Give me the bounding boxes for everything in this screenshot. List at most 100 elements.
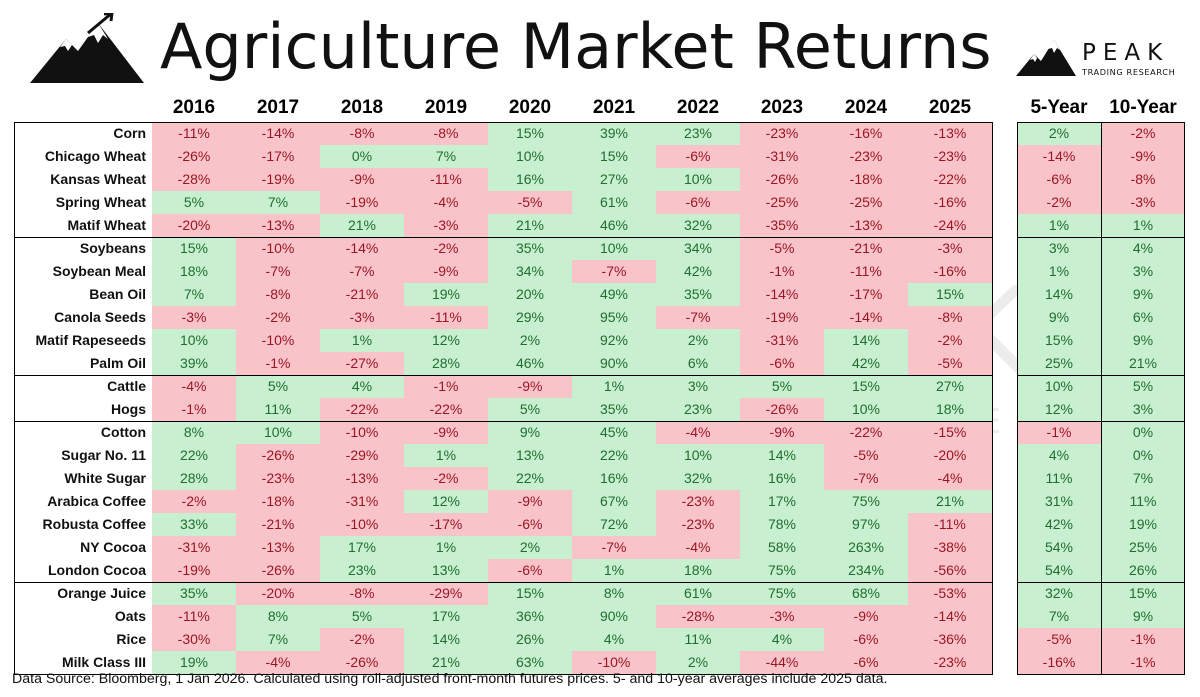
- row-label: Spring Wheat: [55, 194, 146, 210]
- return-cell: -14%: [320, 237, 404, 260]
- return-cell: 34%: [488, 260, 572, 283]
- return-cell: 12%: [404, 329, 488, 352]
- row-label: Rice: [116, 631, 146, 647]
- return-cell: 68%: [824, 582, 908, 605]
- return-cell: 4%: [320, 375, 404, 398]
- row-label: Palm Oil: [89, 355, 146, 371]
- row-label: Hogs: [111, 401, 146, 417]
- return-cell: 8%: [236, 605, 320, 628]
- return-cell: -8%: [908, 306, 992, 329]
- return-cell: -16%: [908, 260, 992, 283]
- average-cell: 1%: [1017, 260, 1101, 283]
- return-cell: -25%: [824, 191, 908, 214]
- return-cell: -9%: [488, 490, 572, 513]
- return-cell: -8%: [236, 283, 320, 306]
- return-cell: -44%: [740, 651, 824, 674]
- return-cell: 19%: [152, 651, 236, 674]
- return-cell: 46%: [572, 214, 656, 237]
- row-label: White Sugar: [64, 470, 146, 486]
- return-cell: -26%: [236, 444, 320, 467]
- column-header-2022: 2022: [676, 97, 720, 118]
- return-cell: -14%: [908, 605, 992, 628]
- column-header-2017: 2017: [256, 97, 300, 118]
- return-cell: -3%: [740, 605, 824, 628]
- return-cell: 5%: [740, 375, 824, 398]
- return-cell: 16%: [488, 168, 572, 191]
- return-cell: -11%: [404, 306, 488, 329]
- return-cell: 13%: [488, 444, 572, 467]
- return-cell: 39%: [152, 352, 236, 375]
- average-cell: -2%: [1101, 122, 1185, 145]
- return-cell: 1%: [320, 329, 404, 352]
- return-cell: -8%: [320, 582, 404, 605]
- average-cell: 54%: [1017, 536, 1101, 559]
- average-cell: -1%: [1101, 651, 1185, 674]
- return-cell: -9%: [824, 605, 908, 628]
- return-cell: 11%: [656, 628, 740, 651]
- return-cell: -3%: [908, 237, 992, 260]
- return-cell: 6%: [656, 352, 740, 375]
- average-cell: 9%: [1101, 283, 1185, 306]
- return-cell: -13%: [320, 467, 404, 490]
- return-cell: -19%: [740, 306, 824, 329]
- return-cell: 7%: [236, 628, 320, 651]
- column-header-2025: 2025: [928, 97, 972, 118]
- return-cell: -23%: [656, 490, 740, 513]
- return-cell: -2%: [404, 237, 488, 260]
- return-cell: 18%: [656, 559, 740, 582]
- average-cell: 11%: [1017, 467, 1101, 490]
- return-cell: 14%: [404, 628, 488, 651]
- return-cell: 8%: [572, 582, 656, 605]
- return-cell: 1%: [572, 375, 656, 398]
- return-cell: -1%: [404, 375, 488, 398]
- return-cell: -4%: [404, 191, 488, 214]
- return-cell: 78%: [740, 513, 824, 536]
- peak-logo-icon: [30, 13, 144, 83]
- column-header-2016: 2016: [172, 97, 216, 118]
- return-cell: -22%: [404, 398, 488, 421]
- return-cell: 22%: [488, 467, 572, 490]
- average-cell: 25%: [1017, 352, 1101, 375]
- average-cell: 7%: [1101, 467, 1185, 490]
- return-cell: -17%: [236, 145, 320, 168]
- return-cell: -19%: [236, 168, 320, 191]
- average-cell: 19%: [1101, 513, 1185, 536]
- return-cell: -19%: [152, 559, 236, 582]
- return-cell: -8%: [320, 122, 404, 145]
- average-cell: 15%: [1017, 329, 1101, 352]
- return-cell: 29%: [488, 306, 572, 329]
- column-header-2020: 2020: [508, 97, 552, 118]
- row-label: Corn: [113, 125, 146, 141]
- return-cell: -6%: [824, 628, 908, 651]
- row-label: Cotton: [100, 424, 146, 440]
- return-cell: -4%: [236, 651, 320, 674]
- average-cell: 3%: [1101, 398, 1185, 421]
- return-cell: 75%: [824, 490, 908, 513]
- return-cell: -28%: [656, 605, 740, 628]
- return-cell: -35%: [740, 214, 824, 237]
- return-cell: 42%: [824, 352, 908, 375]
- return-cell: -2%: [908, 329, 992, 352]
- return-cell: -3%: [152, 306, 236, 329]
- return-cell: -18%: [236, 490, 320, 513]
- average-cell: 4%: [1101, 237, 1185, 260]
- group-divider: [1017, 582, 1185, 583]
- average-cell: 9%: [1101, 329, 1185, 352]
- return-cell: 2%: [656, 651, 740, 674]
- return-cell: 4%: [740, 628, 824, 651]
- column-header-2024: 2024: [844, 97, 888, 118]
- return-cell: -20%: [152, 214, 236, 237]
- average-cell: 21%: [1101, 352, 1185, 375]
- return-cell: -2%: [320, 628, 404, 651]
- return-cell: -23%: [236, 467, 320, 490]
- group-divider: [1017, 237, 1185, 238]
- return-cell: -10%: [236, 329, 320, 352]
- return-cell: -38%: [908, 536, 992, 559]
- group-divider: [14, 582, 992, 583]
- return-cell: 15%: [824, 375, 908, 398]
- return-cell: -23%: [824, 145, 908, 168]
- return-cell: -16%: [908, 191, 992, 214]
- data-source-note: Data Source: Bloomberg, 1 Jan 2026. Calc…: [12, 671, 888, 687]
- return-cell: -1%: [236, 352, 320, 375]
- column-header-2019: 2019: [424, 97, 468, 118]
